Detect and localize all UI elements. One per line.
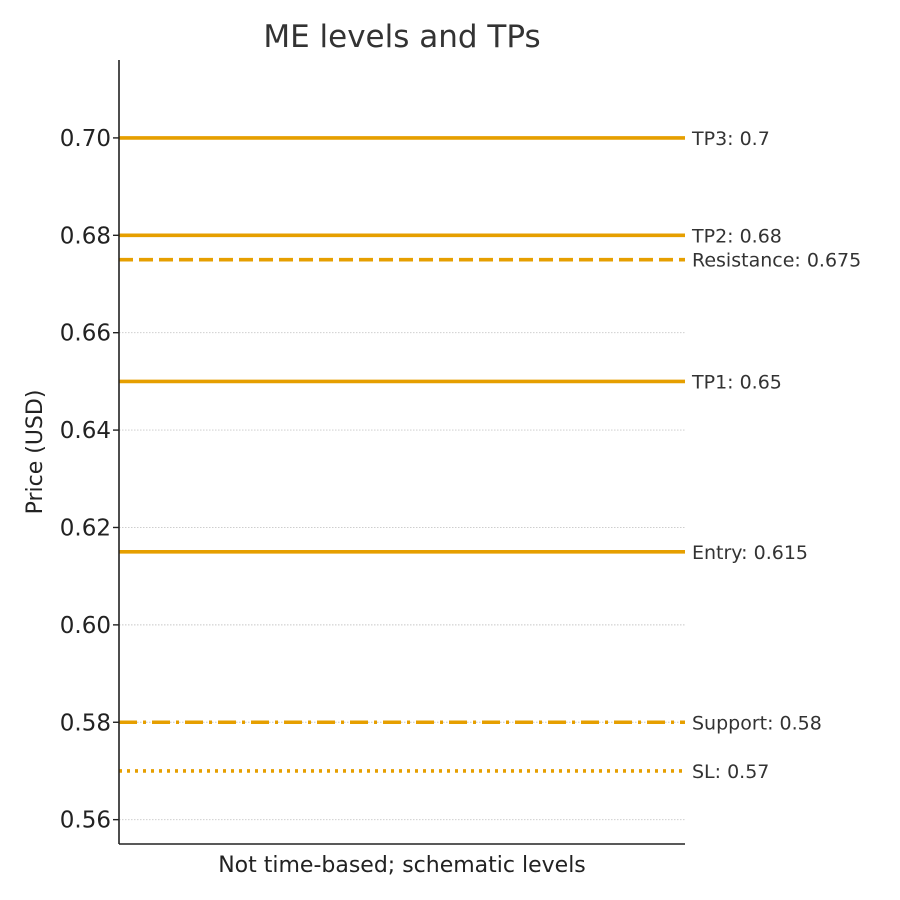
y-tick-label: 0.66 [60,321,111,347]
y-tick-label: 0.64 [60,418,111,444]
level-label: Resistance: 0.675 [692,250,861,272]
level-label: Support: 0.58 [692,712,822,734]
grid-lines [119,137,685,821]
y-tick-label: 0.68 [60,223,111,249]
y-tick-label: 0.58 [60,710,111,736]
y-tick-label: 0.60 [60,613,111,639]
level-label: TP1: 0.65 [691,371,782,393]
x-axis-label: Not time-based; schematic levels [218,853,586,878]
level-lines [119,136,685,773]
chart-title: ME levels and TPs [263,19,540,55]
level-label: SL: 0.57 [692,761,769,783]
y-tick-label: 0.70 [60,126,111,152]
level-labels: TP3: 0.7 TP2: 0.68 Resistance: 0.675 TP1: 0… [691,128,861,783]
y-tick-label: 0.62 [60,515,111,541]
y-tick-label: 0.56 [60,808,111,834]
y-axis-ticks: 0.56 0.58 0.60 0.62 0.64 0.66 0.68 0.70 [60,126,119,834]
y-axis-label: Price (USD) [23,390,48,515]
level-label: Entry: 0.615 [692,542,808,564]
level-label: TP2: 0.68 [691,225,782,247]
level-label: TP3: 0.7 [691,128,770,150]
